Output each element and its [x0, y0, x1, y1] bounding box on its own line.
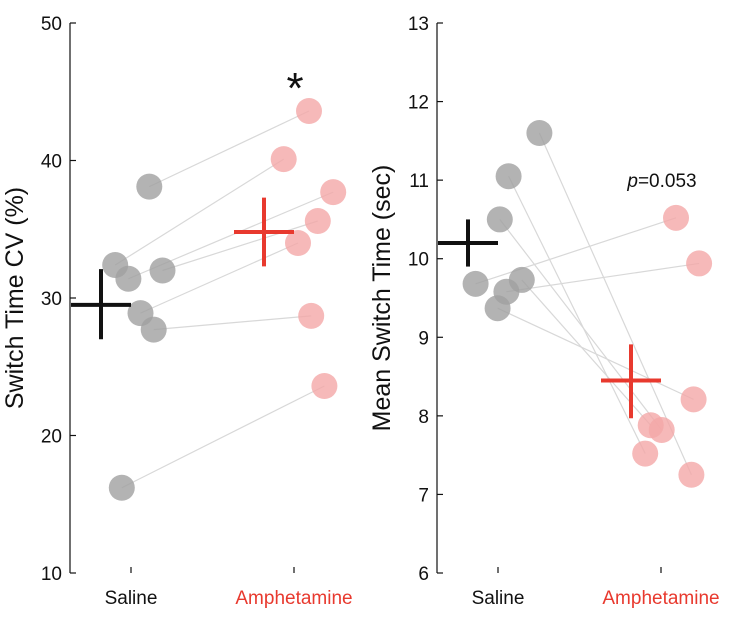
- switch-time-pair-line: [499, 219, 663, 431]
- cv-pair-line: [153, 315, 312, 331]
- cv-saline-point: [136, 173, 163, 200]
- switch-time-amphetamine-point: [632, 440, 659, 467]
- switch-time-pair-line: [506, 262, 700, 293]
- switch-time-y-tick-label: 12: [408, 93, 429, 114]
- cv-y-tick-label: 50: [41, 14, 62, 35]
- cv-pair-line: [140, 242, 299, 314]
- switch-time-saline-point: [462, 270, 489, 297]
- switch-time-amphetamine-point: [637, 412, 664, 439]
- switch-time-amphetamine-point: [686, 250, 713, 277]
- cv-amphetamine-point: [285, 230, 311, 256]
- cv-pair-line: [149, 110, 310, 188]
- switch-time-p-value: p=0.053: [626, 171, 696, 192]
- p-value-symbol: p: [626, 171, 638, 192]
- cv-amphetamine-point: [304, 208, 331, 234]
- switch-time-y-tick-label: 9: [418, 328, 429, 349]
- cv-saline-point: [108, 474, 135, 501]
- switch-time-x-tick-label-saline: Saline: [472, 588, 525, 609]
- switch-time-y-tick-label: 13: [408, 14, 429, 35]
- switch-time-saline-point: [486, 206, 513, 233]
- switch-time-panel: Mean Switch Time (sec) Saline Amphetamin…: [368, 14, 720, 609]
- switch-time-x-tick-label-amphetamine: Amphetamine: [602, 588, 719, 609]
- switch-time-y-tick-label: 6: [418, 564, 429, 585]
- cv-significance-star: *: [286, 64, 303, 113]
- cv-saline-point: [140, 316, 167, 343]
- switch-time-y-tick-label: 11: [409, 171, 429, 192]
- cv-amphetamine-point: [270, 146, 297, 173]
- switch-time-y-axis-label: Mean Switch Time (sec): [368, 165, 396, 432]
- switch-time-amphetamine-point: [663, 204, 689, 231]
- switch-time-saline-point: [495, 163, 522, 190]
- switch-time-y-tick-label: 10: [408, 250, 429, 271]
- switch-time-y-tick-label: 8: [418, 407, 429, 428]
- p-value-number: =0.053: [638, 171, 697, 192]
- cv-y-tick-label: 20: [41, 427, 62, 448]
- switch-time-amphetamine-point: [680, 386, 707, 413]
- cv-amphetamine-point: [298, 302, 325, 329]
- switch-time-pair-line: [497, 307, 694, 400]
- switch-time-pair-line: [508, 175, 646, 454]
- switch-time-saline-point: [484, 295, 511, 322]
- cv-y-tick-label: 30: [41, 289, 62, 310]
- cv-panel: Switch Time CV (%) Saline Amphetamine * …: [1, 14, 353, 609]
- cv-saline-point: [149, 257, 176, 284]
- cv-x-tick-label-amphetamine: Amphetamine: [235, 588, 352, 609]
- switch-time-y-tick-label: 7: [418, 485, 429, 506]
- cv-pair-line: [162, 220, 318, 272]
- cv-y-axis-label: Switch Time CV (%): [1, 187, 29, 409]
- cv-pair-line: [114, 158, 285, 266]
- cv-amphetamine-point: [311, 373, 338, 399]
- cv-saline-point: [115, 265, 142, 292]
- cv-x-tick-label-saline: Saline: [105, 588, 158, 609]
- switch-time-amphetamine-point: [678, 461, 705, 488]
- cv-pair-line: [121, 385, 325, 489]
- cv-amphetamine-point: [320, 179, 347, 206]
- cv-amphetamine-point: [296, 98, 322, 124]
- switch-time-saline-point: [526, 120, 553, 146]
- switch-time-pair-line: [475, 217, 677, 285]
- cv-y-tick-label: 10: [41, 564, 62, 585]
- cv-y-tick-label: 40: [41, 152, 62, 173]
